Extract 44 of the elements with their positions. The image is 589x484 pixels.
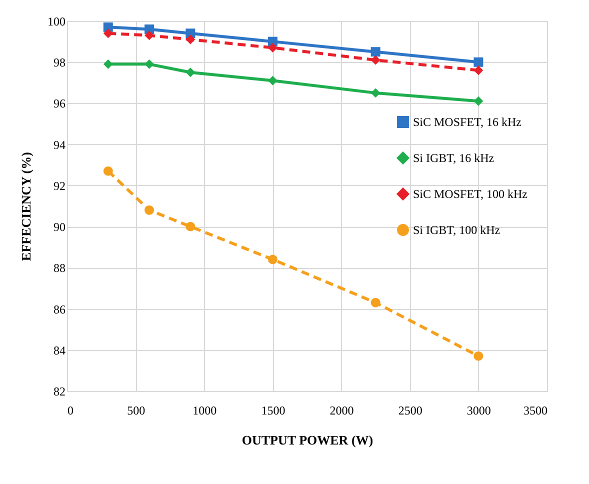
legend-label: SiC MOSFET, 100 kHz [413, 187, 528, 201]
point [474, 351, 484, 361]
y-tick-label: 92 [54, 178, 66, 193]
y-tick-label: 84 [54, 343, 66, 358]
point [103, 166, 113, 176]
point [370, 47, 380, 57]
y-tick-label: 88 [54, 261, 66, 276]
point [268, 42, 278, 52]
x-tick-label: 3000 [466, 404, 491, 418]
y-tick-label: 90 [54, 220, 66, 234]
y-tick-label: 94 [54, 138, 66, 152]
x-tick-label: 1000 [192, 404, 217, 418]
x-tick-label: 1500 [261, 404, 286, 418]
x-axis-title: OUTPUT POWER (W) [242, 432, 374, 448]
point [186, 34, 196, 44]
y-tick-label: 82 [54, 384, 66, 398]
point [103, 59, 113, 69]
point [144, 59, 154, 69]
point [144, 205, 154, 215]
point [268, 254, 278, 264]
point [144, 30, 154, 40]
x-tick-label: 3500 [524, 404, 548, 418]
x-tick-label: 500 [127, 404, 146, 418]
y-tick-label: 98 [54, 56, 66, 70]
legend-label: Si IGBT, 100 kHz [413, 223, 500, 237]
point [186, 68, 196, 78]
point [474, 96, 484, 106]
legend-label: Si IGBT, 16 kHz [413, 151, 494, 165]
point [474, 57, 484, 67]
point [474, 66, 484, 76]
point [186, 222, 196, 232]
point [370, 88, 380, 98]
x-tick-label: 0 [68, 404, 74, 418]
point [370, 298, 380, 308]
point [370, 55, 380, 65]
legend-label: SiC MOSFET, 16 kHz [413, 115, 522, 129]
y-tick-label: 86 [54, 302, 66, 316]
point [268, 76, 278, 86]
y-tick-label: 100 [48, 14, 66, 28]
y-tick-label: 96 [54, 96, 66, 111]
x-tick-label: 2500 [398, 404, 422, 418]
y-axis-title: EFFECIENCY (%) [18, 152, 34, 261]
point [103, 28, 113, 38]
x-tick-label: 2000 [330, 404, 354, 418]
